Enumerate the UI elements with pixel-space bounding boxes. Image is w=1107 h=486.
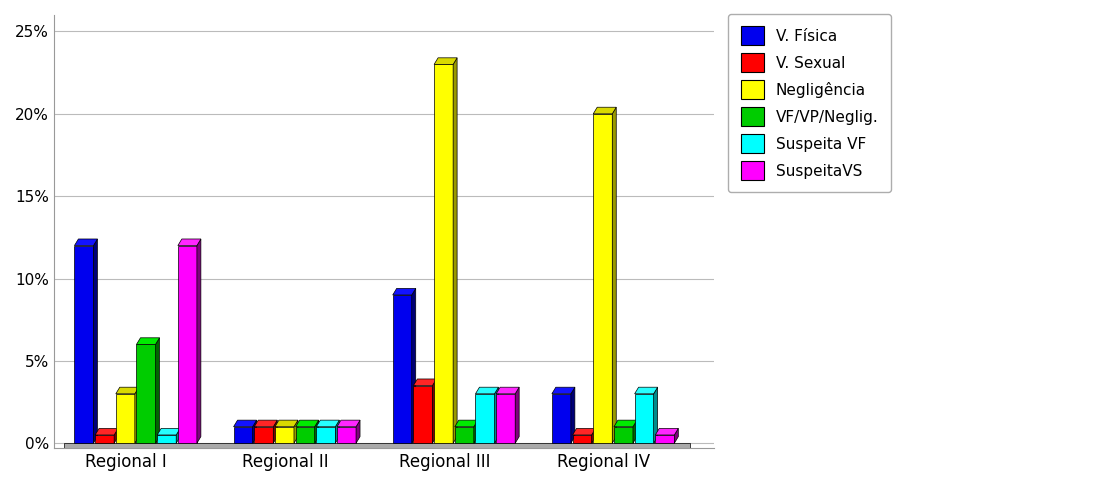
Polygon shape — [275, 427, 294, 443]
Polygon shape — [135, 387, 138, 443]
Polygon shape — [433, 379, 436, 443]
Polygon shape — [294, 420, 298, 443]
Polygon shape — [116, 394, 135, 443]
Polygon shape — [95, 435, 114, 443]
Polygon shape — [593, 114, 612, 443]
Polygon shape — [178, 239, 200, 245]
Polygon shape — [612, 107, 617, 443]
Polygon shape — [655, 428, 679, 435]
Polygon shape — [255, 420, 277, 427]
Polygon shape — [496, 387, 519, 394]
Polygon shape — [412, 288, 416, 443]
Polygon shape — [653, 387, 658, 443]
Polygon shape — [234, 420, 257, 427]
Polygon shape — [337, 427, 356, 443]
Polygon shape — [393, 288, 416, 295]
Legend: V. Física, V. Sexual, Negligência, VF/VP/Neglig., Suspeita VF, SuspeitaVS: V. Física, V. Sexual, Negligência, VF/VP… — [728, 14, 891, 192]
Polygon shape — [317, 420, 340, 427]
Polygon shape — [136, 345, 155, 443]
Polygon shape — [178, 245, 197, 443]
Polygon shape — [64, 443, 691, 448]
Polygon shape — [633, 420, 637, 443]
Polygon shape — [136, 338, 159, 345]
Polygon shape — [634, 394, 653, 443]
Polygon shape — [434, 65, 453, 443]
Polygon shape — [474, 420, 478, 443]
Polygon shape — [571, 387, 575, 443]
Polygon shape — [455, 420, 478, 427]
Polygon shape — [234, 427, 252, 443]
Polygon shape — [614, 420, 637, 427]
Polygon shape — [296, 420, 319, 427]
Polygon shape — [413, 385, 433, 443]
Polygon shape — [114, 428, 118, 443]
Polygon shape — [356, 420, 360, 443]
Polygon shape — [337, 420, 360, 427]
Polygon shape — [95, 428, 118, 435]
Polygon shape — [74, 245, 93, 443]
Polygon shape — [434, 58, 457, 65]
Polygon shape — [393, 295, 412, 443]
Polygon shape — [314, 420, 319, 443]
Polygon shape — [476, 394, 495, 443]
Polygon shape — [593, 107, 617, 114]
Polygon shape — [572, 435, 591, 443]
Polygon shape — [252, 420, 257, 443]
Polygon shape — [591, 428, 596, 443]
Polygon shape — [157, 435, 176, 443]
Polygon shape — [197, 239, 200, 443]
Polygon shape — [552, 387, 575, 394]
Polygon shape — [413, 379, 436, 385]
Polygon shape — [317, 427, 335, 443]
Polygon shape — [614, 427, 633, 443]
Polygon shape — [455, 427, 474, 443]
Polygon shape — [674, 428, 679, 443]
Polygon shape — [176, 428, 180, 443]
Polygon shape — [255, 427, 273, 443]
Polygon shape — [335, 420, 340, 443]
Polygon shape — [453, 58, 457, 443]
Polygon shape — [515, 387, 519, 443]
Polygon shape — [116, 387, 138, 394]
Polygon shape — [157, 428, 180, 435]
Polygon shape — [296, 427, 314, 443]
Polygon shape — [476, 387, 498, 394]
Polygon shape — [495, 387, 498, 443]
Polygon shape — [74, 239, 97, 245]
Polygon shape — [155, 338, 159, 443]
Polygon shape — [93, 239, 97, 443]
Polygon shape — [572, 428, 596, 435]
Polygon shape — [655, 435, 674, 443]
Polygon shape — [275, 420, 298, 427]
Polygon shape — [552, 394, 571, 443]
Polygon shape — [273, 420, 277, 443]
Polygon shape — [496, 394, 515, 443]
Polygon shape — [634, 387, 658, 394]
